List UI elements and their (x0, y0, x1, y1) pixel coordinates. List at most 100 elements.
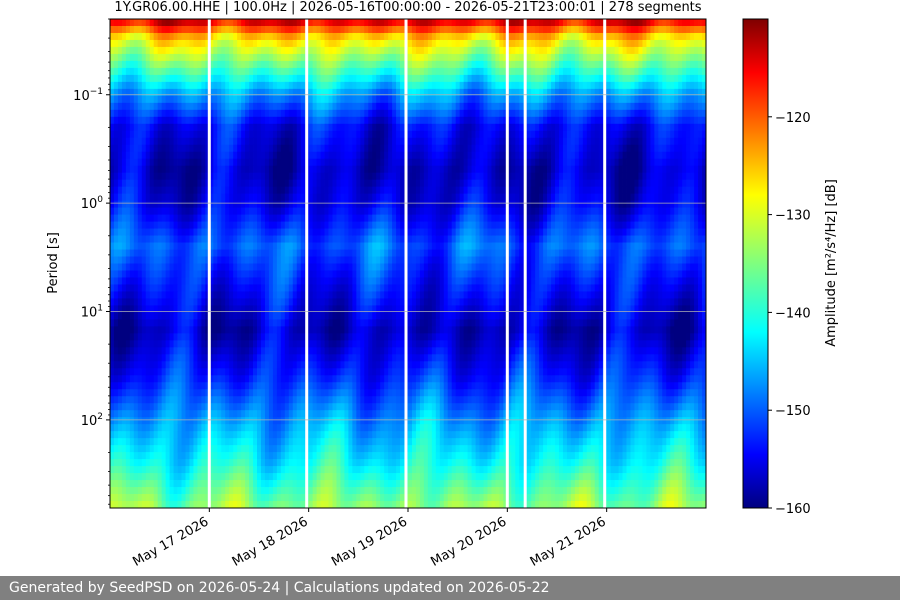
heatmap-cell (169, 137, 174, 146)
heatmap-cell (157, 417, 163, 425)
heatmap-cell (260, 221, 266, 229)
heatmap-cell (249, 277, 254, 285)
heatmap-cell (241, 277, 246, 285)
heatmap-cell (197, 445, 202, 453)
heatmap-cell (257, 347, 262, 355)
heatmap-cell (165, 347, 170, 355)
heatmap-cell (185, 375, 190, 383)
heatmap-cell (384, 137, 389, 146)
heatmap-cell (320, 137, 325, 146)
heatmap-cell (264, 200, 270, 209)
heatmap-cell (221, 438, 226, 446)
heatmap-cell (193, 67, 198, 76)
heatmap-cell (364, 179, 369, 188)
heatmap-cell (376, 438, 381, 446)
heatmap-cell (245, 333, 250, 341)
heatmap-cell (344, 32, 349, 41)
heatmap-cell (117, 319, 123, 327)
heatmap-cell (284, 88, 290, 97)
heatmap-cell (197, 74, 202, 83)
heatmap-cell (121, 228, 127, 236)
heatmap-cell (384, 19, 389, 27)
heatmap-cell (288, 326, 294, 334)
heatmap-cell (380, 193, 385, 202)
heatmap-cell (328, 270, 333, 278)
heatmap-cell (268, 172, 274, 181)
heatmap-cell (117, 326, 123, 334)
heatmap-cell (221, 410, 226, 418)
heatmap-cell (368, 382, 373, 390)
heatmap-cell (376, 410, 381, 418)
heatmap-cell (280, 368, 286, 376)
heatmap-cell (356, 459, 361, 467)
heatmap-cell (189, 431, 194, 439)
heatmap-cell (372, 438, 377, 446)
heatmap-cell (181, 396, 186, 404)
heatmap-cell (388, 116, 393, 125)
heatmap-cell (368, 214, 373, 222)
heatmap-cell (169, 116, 174, 125)
heatmap-cell (193, 305, 198, 313)
heatmap-cell (368, 361, 373, 369)
heatmap-cell (348, 74, 353, 83)
heatmap-cell (316, 130, 321, 139)
heatmap-cell (288, 347, 294, 355)
heatmap-cell (137, 263, 143, 271)
heatmap-cell (125, 179, 131, 188)
heatmap-cell (332, 382, 337, 390)
heatmap-cell (237, 46, 242, 55)
heatmap-cell (384, 277, 389, 285)
heatmap-cell (300, 144, 306, 153)
heatmap-cell (161, 123, 167, 132)
heatmap-cell (110, 487, 115, 495)
heatmap-cell (209, 186, 214, 195)
heatmap-cell (181, 102, 186, 111)
heatmap-cell (312, 347, 318, 355)
heatmap-cell (388, 74, 393, 83)
heatmap-cell (129, 361, 135, 369)
heatmap-cell (201, 249, 206, 257)
heatmap-cell (137, 130, 143, 139)
heatmap-cell (189, 487, 194, 495)
heatmap-cell (245, 284, 250, 292)
heatmap-cell (272, 291, 278, 299)
heatmap-cell (372, 445, 377, 453)
heatmap-cell (153, 389, 159, 397)
heatmap-cell (157, 116, 163, 125)
heatmap-cell (257, 291, 262, 299)
heatmap-cell (173, 165, 178, 174)
heatmap-cell (153, 333, 159, 341)
heatmap-cell (185, 389, 190, 397)
heatmap-cell (368, 424, 373, 432)
heatmap-cell (161, 207, 167, 215)
heatmap-cell (280, 410, 286, 418)
heatmap-cell (125, 396, 131, 404)
heatmap-cell (292, 305, 298, 313)
heatmap-cell (221, 494, 226, 502)
heatmap-cell (153, 179, 159, 188)
heatmap-cell (292, 480, 298, 488)
heatmap-cell (209, 256, 214, 264)
heatmap-cell (292, 347, 298, 355)
heatmap-cell (336, 319, 341, 327)
heatmap-cell (328, 88, 333, 97)
heatmap-cell (110, 32, 115, 41)
heatmap-cell (197, 25, 202, 34)
heatmap-cell (356, 417, 361, 425)
heatmap-cell (201, 81, 206, 90)
heatmap-cell (332, 207, 337, 215)
heatmap-cell (161, 459, 167, 467)
heatmap-cell (272, 158, 278, 167)
heatmap-cell (233, 305, 238, 313)
heatmap-cell (324, 214, 329, 222)
heatmap-cell (280, 88, 286, 97)
heatmap-cell (117, 137, 123, 146)
heatmap-cell (336, 214, 341, 222)
heatmap-cell (320, 445, 325, 453)
heatmap-cell (364, 305, 369, 313)
heatmap-cell (233, 228, 238, 236)
heatmap-cell (237, 368, 242, 376)
heatmap-cell (189, 60, 194, 69)
heatmap-cell (237, 67, 242, 76)
heatmap-cell (268, 473, 274, 481)
